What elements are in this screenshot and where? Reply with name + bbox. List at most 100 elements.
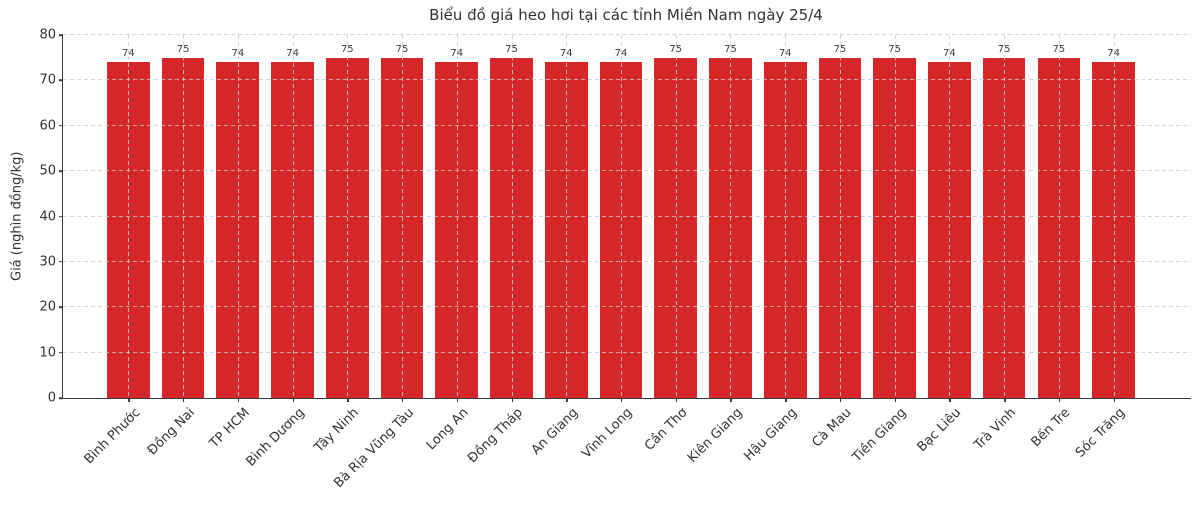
x-tick-mark <box>1113 398 1115 402</box>
bar-value-label: 75 <box>505 43 518 55</box>
x-tick-mark <box>347 398 349 402</box>
x-tick-mark <box>785 398 787 402</box>
y-tick-mark <box>59 261 63 263</box>
bar-value-label: 74 <box>450 48 464 60</box>
x-tick-mark <box>620 398 623 402</box>
x-tick-mark <box>456 398 459 402</box>
bar-slot: 74 Bình Phước <box>81 35 156 467</box>
bar-value-label: 75 <box>340 43 354 55</box>
x-tick-label: Cà Mau <box>809 405 855 451</box>
x-tick-mark <box>237 398 240 402</box>
y-tick-label: 10 <box>39 345 56 361</box>
x-tick-label: An Giang <box>528 405 582 458</box>
x-tick-label: Đồng Nai <box>144 405 199 459</box>
bar <box>1037 57 1081 398</box>
bar-value-label: 75 <box>176 43 190 55</box>
y-tick-mark <box>59 79 63 82</box>
bar-value-label: 75 <box>395 43 409 55</box>
bar <box>380 57 424 398</box>
x-tick-mark <box>292 398 294 402</box>
bar-slot: 75 Bến Tre <box>1029 35 1086 450</box>
bar-slot: 74 Long An <box>424 35 484 453</box>
bar <box>709 57 752 398</box>
x-tick-label: Tây Ninh <box>311 405 363 456</box>
x-tick-label: Đồng Tháp <box>465 405 527 467</box>
y-tick-label: 80 <box>39 27 56 43</box>
x-tick-label: Trà Vinh <box>971 405 1020 453</box>
x-tick-label: Vĩnh Long <box>579 405 636 462</box>
y-tick-mark <box>59 306 63 309</box>
y-tick-mark <box>59 170 63 172</box>
x-tick-label: Kiên Giang <box>684 405 746 466</box>
x-tick-label: Bến Tre <box>1028 405 1074 451</box>
bar-value-label: 75 <box>669 43 683 55</box>
bar <box>982 57 1026 398</box>
bar-slot: 75 Bà Rịa Vũng Tàu <box>331 35 430 491</box>
bar-value-label: 74 <box>1107 48 1120 60</box>
bar-slot: 74 Bạc Liêu <box>915 35 977 455</box>
bar-slot: 75 Cần Thơ <box>642 35 703 454</box>
y-tick-label: 30 <box>39 254 56 270</box>
x-tick-label: TP HCM <box>206 405 253 452</box>
bar-slot: 74 Bình Dương <box>243 35 320 470</box>
x-tick-label: Tiền Giang <box>849 405 910 466</box>
bar-slot: 74 TP HCM <box>207 35 265 451</box>
bar-slot: 75 Đồng Tháp <box>466 35 539 466</box>
x-tick-label: Bình Phước <box>81 405 144 468</box>
plot-area: 0 10 20 30 40 50 60 70 80 74 Bình Phước 75 Đồng Nai 7… <box>39 29 1191 491</box>
x-tick-mark <box>949 398 951 402</box>
y-tick-mark <box>59 397 63 399</box>
y-tick-label: 50 <box>39 163 56 179</box>
x-tick-label: Long An <box>423 405 472 454</box>
x-tick-mark <box>128 398 130 402</box>
bar-slot: 75 Kiên Giang <box>685 35 758 466</box>
y-axis-label: Giá (nghìn đồng/kg) <box>9 151 25 282</box>
bar <box>544 62 588 398</box>
bar <box>216 62 260 398</box>
x-tick-label: Cần Thơ <box>642 405 691 454</box>
x-tick-mark <box>894 398 897 402</box>
bar-value-label: 75 <box>833 43 847 55</box>
bar-slot: 74 Vĩnh Long <box>580 35 649 462</box>
bar <box>435 62 479 398</box>
x-tick-label: Hậu Giang <box>741 405 801 465</box>
x-tick-mark <box>730 398 732 402</box>
x-tick-mark <box>402 398 404 402</box>
bar <box>763 62 807 398</box>
bar-slot: 75 Trà Vinh <box>972 35 1032 453</box>
y-tick-label: 0 <box>47 390 56 406</box>
chart-title: Biểu đồ giá heo hơi tại các tỉnh Miền Na… <box>429 6 823 24</box>
bar-value-label: 75 <box>724 43 737 55</box>
bar-value-label: 74 <box>286 48 299 60</box>
bar-value-label: 75 <box>888 43 902 55</box>
bar-slot: 75 Đồng Nai <box>145 35 211 458</box>
bar-slot: 75 Tiền Giang <box>850 35 922 465</box>
bar-value-label: 74 <box>122 48 135 60</box>
y-tick-mark <box>59 34 63 36</box>
bar <box>818 57 862 398</box>
bar-value-label: 74 <box>559 48 573 60</box>
bar-value-label: 74 <box>614 48 628 60</box>
x-tick-mark <box>566 398 568 402</box>
bar-slot: 74 An Giang <box>529 35 594 458</box>
x-tick-mark <box>511 398 513 402</box>
y-tick-label: 70 <box>39 72 56 88</box>
x-tick-mark <box>1004 398 1006 402</box>
bar <box>107 62 150 398</box>
y-tick-label: 20 <box>39 299 56 315</box>
bar <box>654 57 698 398</box>
x-tick-mark <box>1058 398 1061 402</box>
y-tick-mark <box>59 351 63 354</box>
y-tick-label: 60 <box>39 118 56 134</box>
x-tick-mark <box>675 398 678 402</box>
bar-slot: 75 Cà Mau <box>810 35 868 450</box>
bar <box>928 62 971 398</box>
bar-slot: 74 Sóc Trăng <box>1073 35 1141 461</box>
bar-value-label: 75 <box>997 43 1011 55</box>
bar <box>873 57 916 398</box>
x-tick-label: Bạc Liêu <box>914 405 965 455</box>
bar <box>325 57 369 398</box>
x-tick-mark <box>183 398 185 402</box>
bar-value-label: 75 <box>1052 43 1066 55</box>
